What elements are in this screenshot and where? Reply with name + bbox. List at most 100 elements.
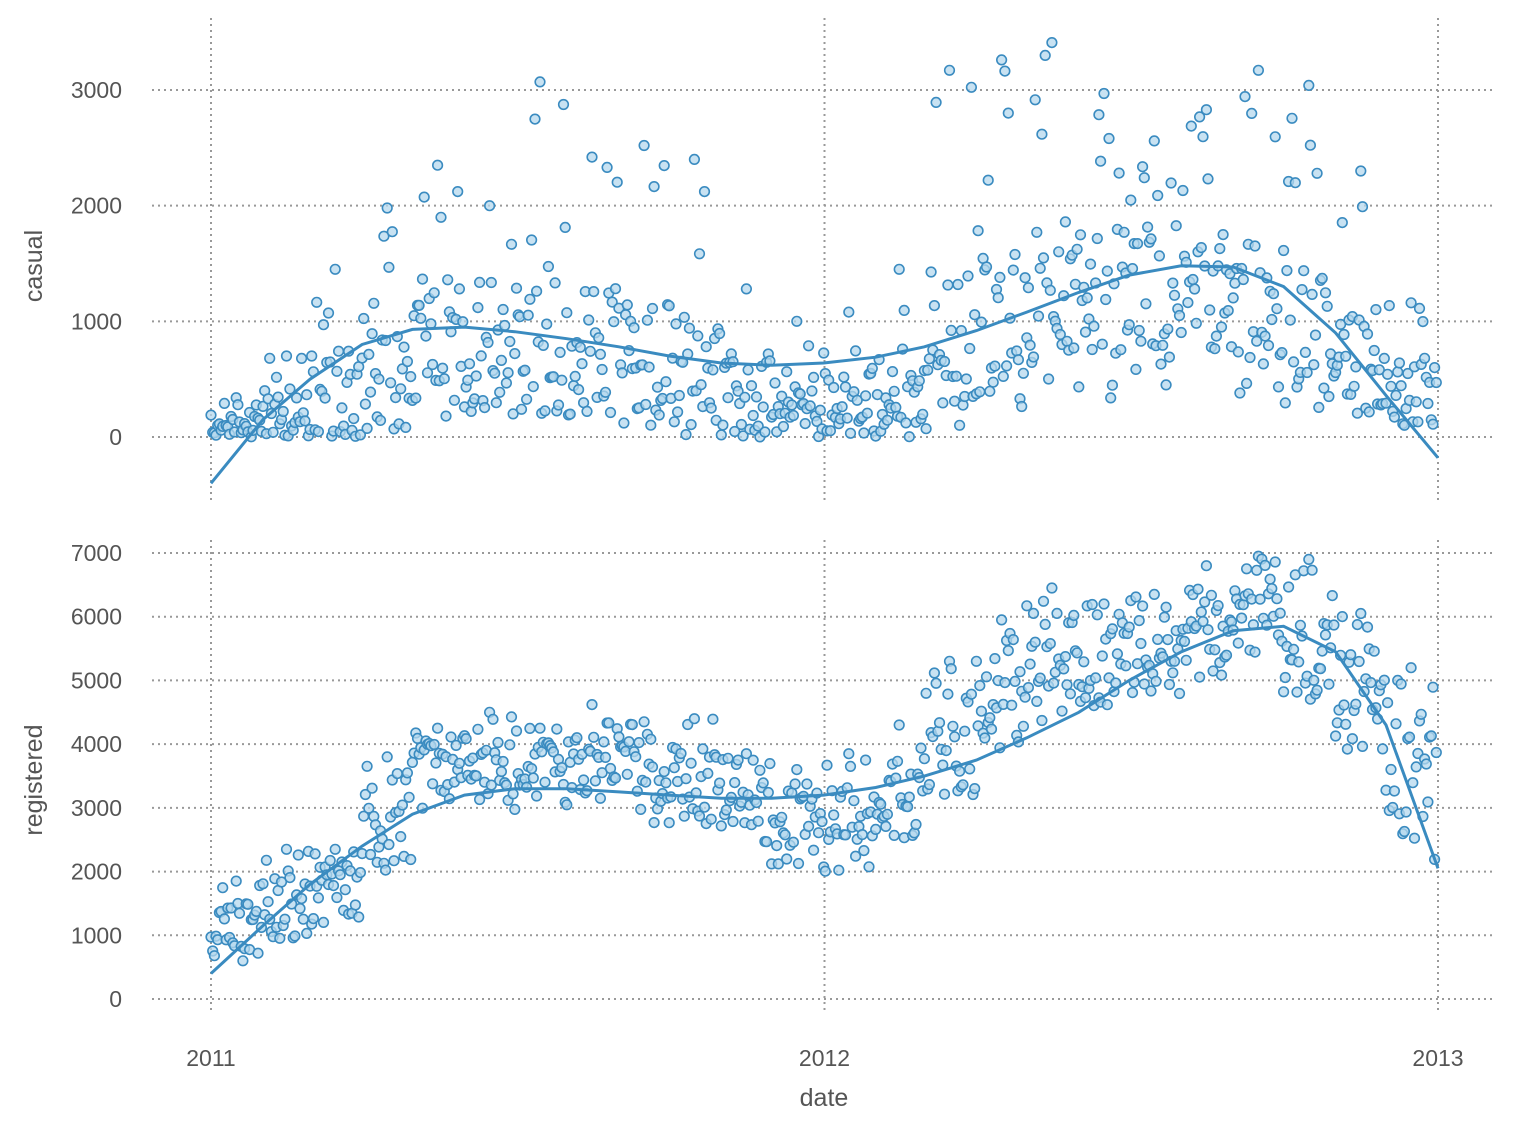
data-point bbox=[556, 374, 568, 386]
data-point bbox=[893, 719, 905, 731]
data-point bbox=[683, 322, 696, 334]
data-point bbox=[589, 775, 602, 787]
data-point bbox=[937, 397, 949, 409]
data-point bbox=[208, 950, 220, 962]
data-point bbox=[1412, 416, 1424, 428]
data-point bbox=[972, 225, 984, 237]
data-point bbox=[1417, 316, 1429, 328]
data-point bbox=[396, 363, 409, 375]
data-point bbox=[609, 283, 622, 295]
data-point bbox=[1214, 243, 1226, 255]
data-point bbox=[482, 336, 494, 349]
data-point bbox=[695, 379, 707, 391]
data-point bbox=[1269, 131, 1281, 143]
data-point bbox=[792, 857, 805, 870]
data-point bbox=[1047, 677, 1060, 689]
data-point bbox=[1096, 650, 1108, 662]
data-point bbox=[1254, 593, 1266, 605]
data-point bbox=[284, 383, 296, 395]
data-point bbox=[849, 345, 862, 357]
data-point bbox=[574, 341, 586, 353]
data-point bbox=[645, 733, 657, 745]
data-point bbox=[364, 386, 377, 398]
data-point bbox=[1188, 283, 1201, 295]
data-point bbox=[606, 296, 618, 308]
data-point bbox=[1086, 343, 1098, 356]
data-point bbox=[524, 722, 536, 735]
data-point bbox=[1319, 287, 1332, 299]
data-point bbox=[1244, 351, 1256, 364]
data-point bbox=[1338, 328, 1350, 341]
x-axis-title: date bbox=[800, 1084, 849, 1112]
data-point bbox=[395, 383, 407, 395]
data-point bbox=[588, 286, 600, 298]
data-point bbox=[1336, 217, 1348, 229]
data-point bbox=[886, 366, 899, 378]
data-point bbox=[586, 698, 598, 711]
data-point bbox=[1133, 614, 1145, 627]
data-point bbox=[1234, 387, 1246, 399]
data-point bbox=[943, 64, 956, 76]
data-point bbox=[717, 419, 729, 431]
data-point bbox=[1145, 233, 1157, 245]
data-point bbox=[1338, 699, 1350, 711]
data-point bbox=[1034, 262, 1046, 274]
data-point bbox=[1160, 601, 1172, 613]
data-point bbox=[594, 348, 607, 360]
data-point bbox=[1363, 406, 1375, 418]
data-point bbox=[205, 409, 217, 421]
data-point bbox=[737, 430, 749, 442]
data-point bbox=[420, 330, 432, 342]
data-point bbox=[1148, 135, 1160, 147]
data-point bbox=[413, 299, 425, 312]
data-point bbox=[762, 786, 774, 799]
data-point bbox=[1036, 714, 1048, 727]
data-point bbox=[1227, 292, 1239, 304]
data-point bbox=[787, 836, 800, 848]
data-point bbox=[923, 778, 936, 791]
data-point bbox=[1361, 328, 1374, 340]
data-point bbox=[633, 736, 645, 749]
data-point bbox=[348, 413, 360, 425]
data-point bbox=[490, 397, 502, 409]
data-point bbox=[457, 316, 469, 328]
data-point bbox=[452, 186, 464, 198]
data-point bbox=[641, 314, 654, 326]
data-point bbox=[1091, 609, 1103, 621]
data-point bbox=[380, 864, 392, 876]
data-point bbox=[584, 345, 596, 357]
data-point bbox=[391, 767, 403, 780]
data-point bbox=[804, 400, 816, 412]
data-point bbox=[995, 54, 1008, 66]
data-point bbox=[959, 725, 971, 737]
data-point bbox=[1193, 111, 1206, 123]
data-point bbox=[1413, 302, 1426, 315]
data-point bbox=[772, 858, 784, 870]
data-point bbox=[366, 782, 378, 794]
data-point bbox=[598, 736, 610, 748]
data-point bbox=[786, 399, 798, 411]
data-point bbox=[1232, 637, 1244, 649]
data-point bbox=[541, 318, 553, 330]
data-point bbox=[997, 370, 1009, 383]
data-point bbox=[324, 854, 336, 867]
data-point bbox=[1125, 194, 1137, 206]
data-point bbox=[893, 263, 905, 275]
y-tick-label: 6000 bbox=[71, 604, 122, 630]
data-point bbox=[470, 370, 482, 382]
data-point bbox=[1071, 647, 1083, 659]
data-point bbox=[740, 283, 753, 295]
data-point bbox=[1059, 216, 1071, 228]
data-point bbox=[901, 801, 914, 813]
data-point bbox=[542, 260, 555, 273]
data-point bbox=[1100, 293, 1112, 306]
data-point bbox=[505, 238, 518, 250]
data-point bbox=[361, 760, 373, 772]
data-point bbox=[1091, 232, 1103, 245]
data-point bbox=[1308, 359, 1320, 371]
y-tick-label: 3000 bbox=[71, 77, 122, 103]
data-point bbox=[816, 815, 828, 828]
data-point bbox=[1017, 367, 1030, 379]
data-point bbox=[1215, 321, 1228, 333]
data-point bbox=[472, 302, 484, 314]
